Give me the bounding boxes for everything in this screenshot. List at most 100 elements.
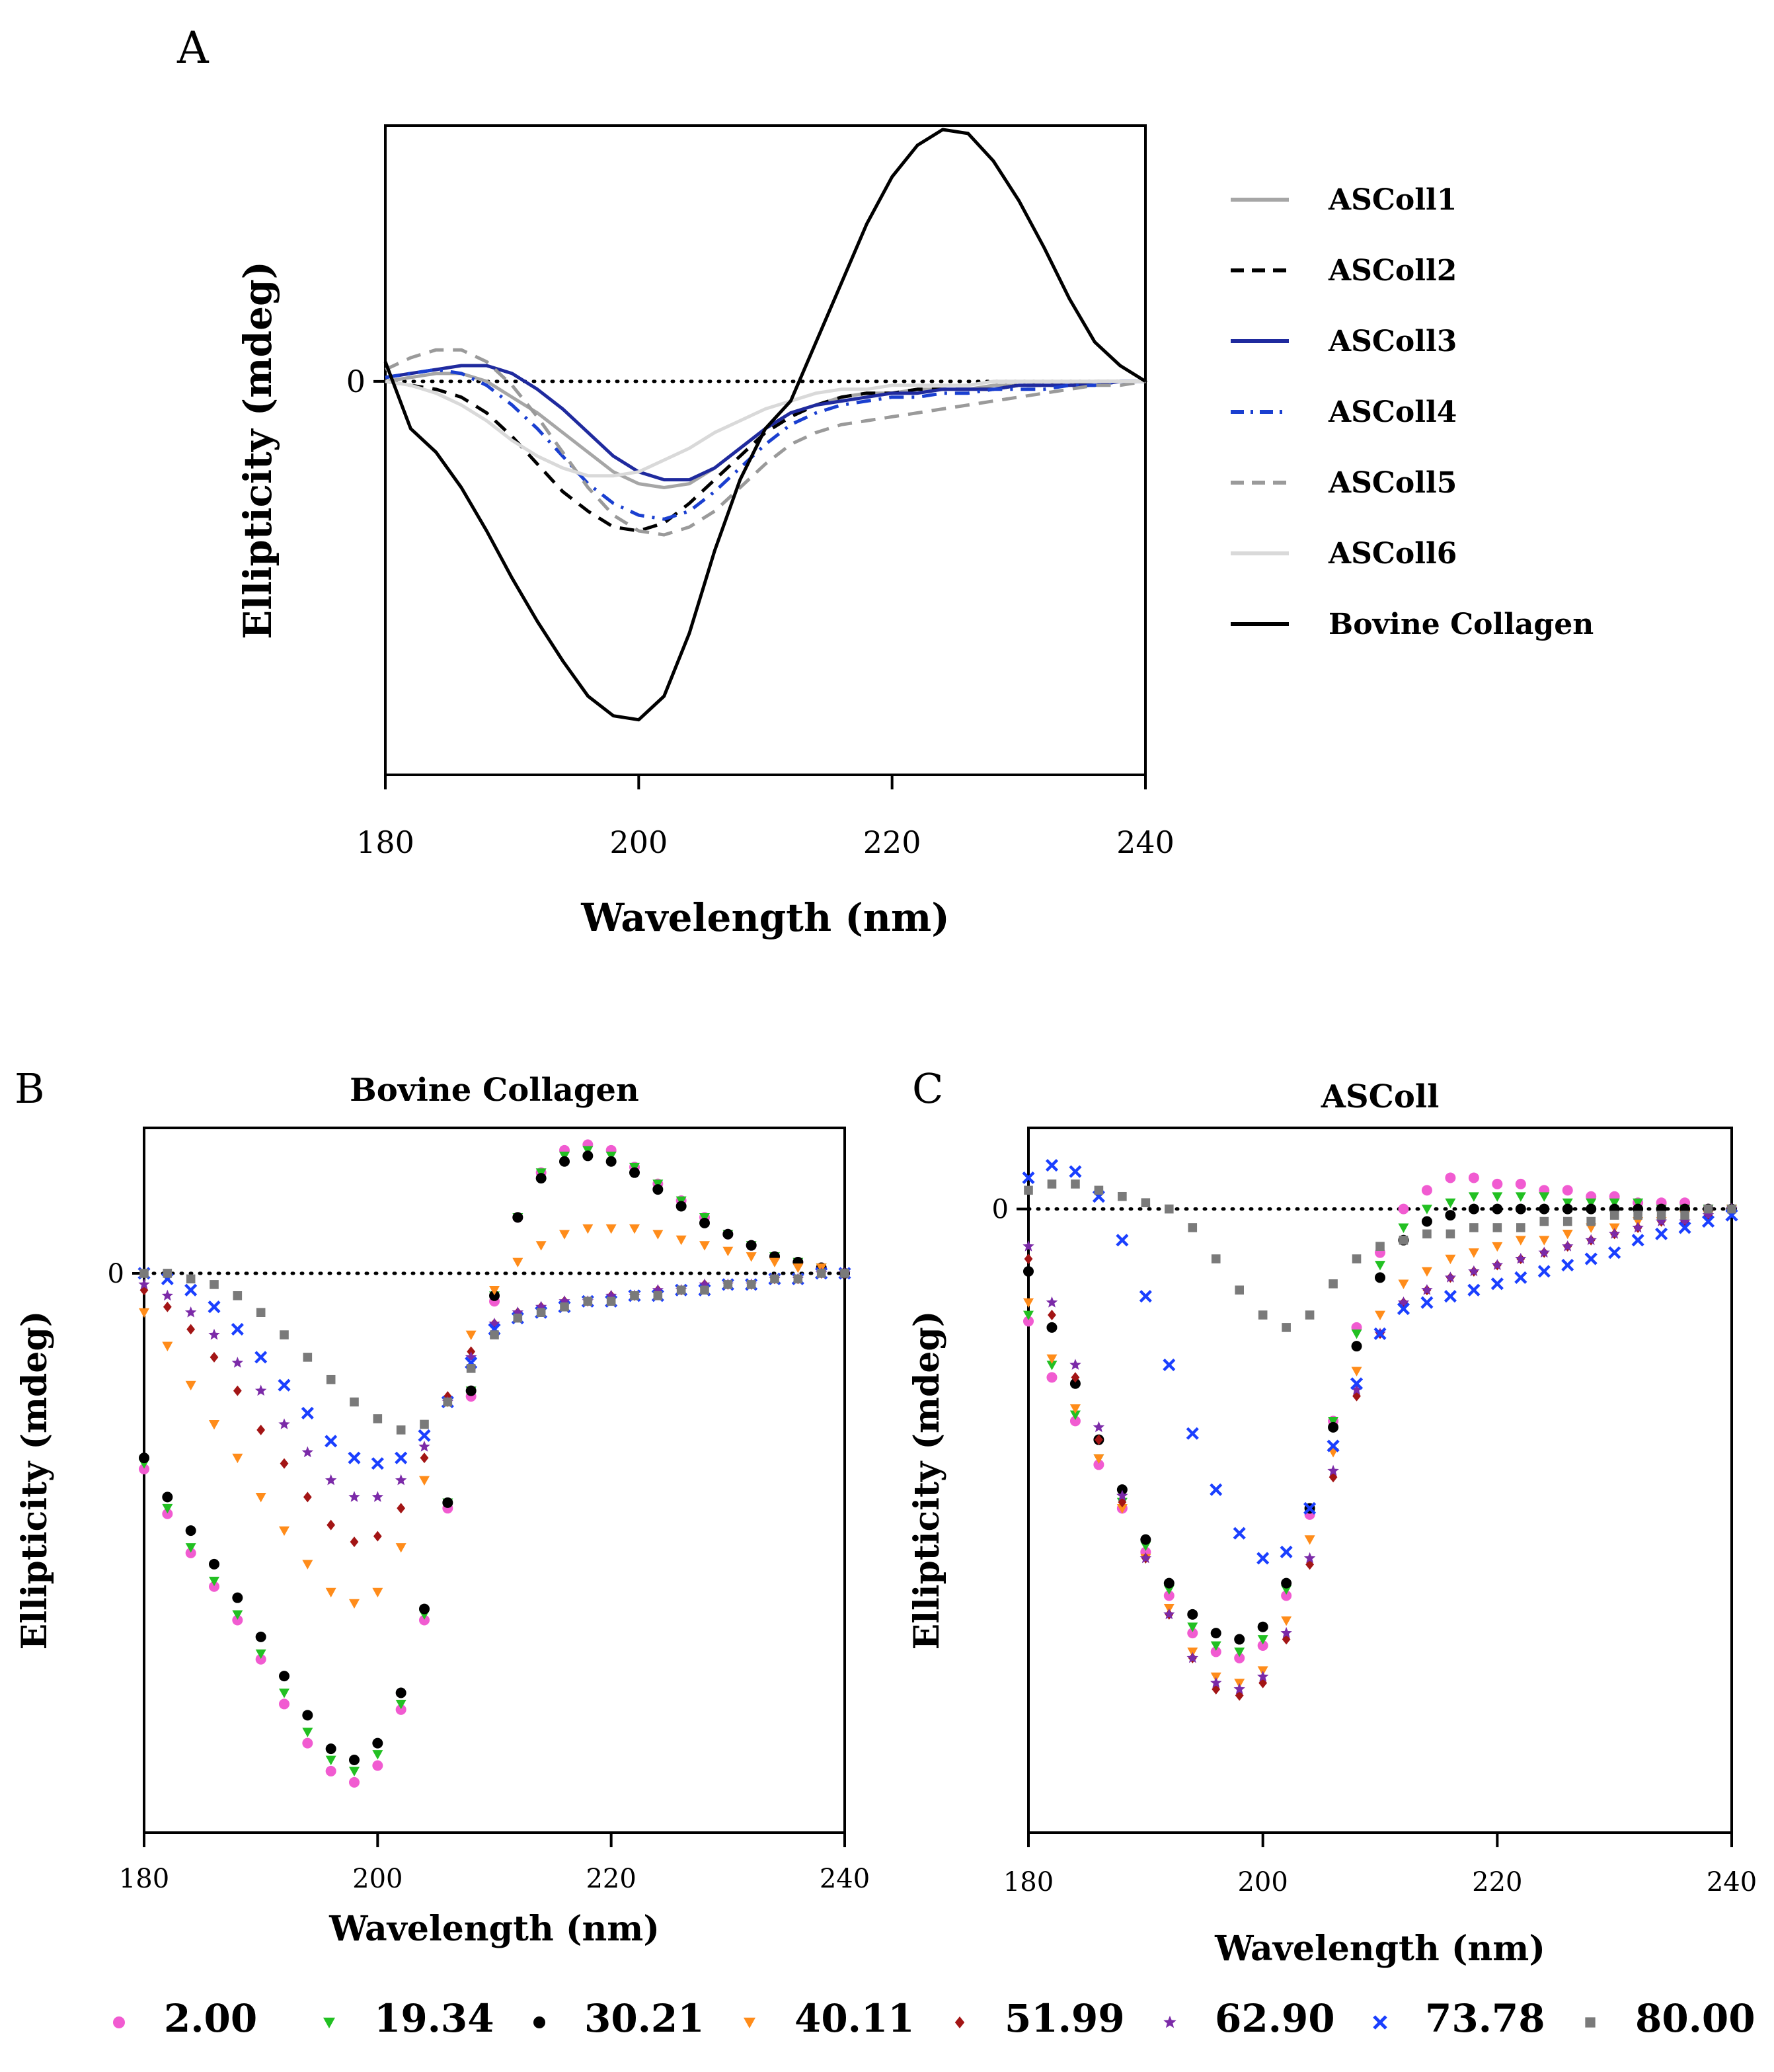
panel-c-series-62-90-point [1139,1552,1152,1564]
panel-c-series-2-00-point [1562,1185,1573,1196]
panel-b-series-30-21-point [442,1497,453,1508]
panel-c-series-73-78-point [1537,1265,1551,1278]
panel-c-series-40-11-point [1069,1404,1081,1414]
bottom-legend-marker-5 [1163,2015,1176,2028]
panel-b-x-axis-title: Wavelength (nm) [328,1909,660,1949]
panel-b-series-73-78-point [371,1457,384,1470]
panel-b-series-73-78-point [348,1451,361,1464]
panel-b-series-19-34-point [302,1728,313,1737]
panel-b-series-80-00-point [723,1280,733,1289]
panel-a-x-tick-label: 200 [609,824,668,860]
panel-b-series-30-21-point [582,1150,594,1162]
panel-c-series-2-00-point [1046,1372,1058,1383]
panel-b-series-2-00-point [419,1614,430,1626]
panel-b-series-30-21-point [675,1201,687,1212]
panel-b-series-2-00-point [349,1776,360,1788]
panel-c-series-40-11-point [1492,1242,1503,1252]
panel-b-series-73-78-point [231,1323,244,1336]
panel-c-chart-title: ASColl [1321,1078,1440,1115]
panel-c-series-40-11-point [1375,1310,1385,1321]
legend-a-label-5: ASColl6 [1328,537,1457,571]
panel-c-series-62-90-point [1069,1359,1081,1370]
panel-c-series-19-34-point [1609,1198,1620,1209]
panel-a-plot-frame [384,124,1147,776]
panel-b-series-19-34-point [185,1543,196,1553]
panel-c-series-19-34-point [1421,1205,1432,1215]
panel-b-series-40-11-points [139,1224,850,1609]
panel-c-series-2-00-point [1515,1178,1526,1189]
panel-c-series-62-90-point [1350,1384,1363,1395]
panel-c-series-80-00-point [1492,1223,1502,1232]
panel-c-series-30-21-point [1351,1341,1362,1352]
bottom-legend-marker-0 [113,2016,125,2028]
panel-c-series-40-11-point [1046,1354,1058,1365]
panel-c-series-73-78-point [1467,1283,1481,1296]
bottom-legend-label-0: 2.00 [164,1996,257,2041]
panel-c-series-30-21-point [1468,1203,1479,1215]
panel-b-series-30-21-point [419,1603,430,1614]
panel-c-series-19-34-point [1351,1329,1362,1339]
panel-b-series-62-90-point [138,1278,150,1290]
panel-b-series-80-00-point [186,1274,196,1284]
panel-b-series-80-00-point [256,1308,266,1317]
panel-c-series-30-21-point [1492,1203,1503,1215]
panel-c-series-30-21-point [1046,1322,1058,1333]
panel-c-series-80-00-point [1071,1179,1080,1189]
panel-c-series-51-99-point [1048,1310,1056,1321]
panel-c-series-62-90-point [1515,1252,1527,1264]
panel-c-series-73-78-point [1256,1552,1270,1565]
panel-b-series-40-11-point [746,1252,757,1262]
panel-c-series-2-00-point [1093,1459,1104,1470]
panel-c-series-80-00-point [1656,1211,1666,1220]
panel-b-series-40-11-point [232,1453,243,1464]
panel-c-series-62-90-points [1022,1203,1738,1694]
panel-c-series-80-00-point [1352,1254,1362,1263]
panel-c-series-73-78-point [1327,1439,1340,1453]
panel-b-series-62-90-point [184,1306,197,1318]
panel-c-x-axis-title: Wavelength (nm) [1214,1929,1545,1969]
panel-c-series-73-78-point [1444,1290,1457,1303]
panel-c-series-80-00-point [1469,1223,1479,1232]
panel-c-series-30-21-point [1375,1272,1385,1283]
panel-b-series-80-00-point [326,1375,336,1384]
panel-c-series-62-90-point [1093,1421,1105,1433]
panel-c-series-2-00-point [1468,1172,1479,1183]
panel-a-legend: ASColl1 ASColl2 ASColl3 ASColl4 ASColl5 ASCol… [1231,183,1594,641]
panel-c-series-51-99-point [1095,1434,1103,1445]
panel-b-x-tick-label: 200 [352,1864,403,1894]
panel-b-series-73-78-point [325,1435,338,1448]
panel-c-series-73-78-point [1514,1271,1527,1284]
panel-c-series-40-11-point [1398,1279,1409,1289]
panel-c-series-73-78-point [1210,1483,1223,1496]
panel-c-series-80-00-point [1562,1216,1572,1226]
panel-b-series-30-21-point [746,1240,757,1251]
panel-b-series-51-99-points [139,1267,849,1548]
panel-c-series-62-90-point [1655,1215,1668,1226]
panel-b-series-40-11-point [699,1241,710,1251]
panel-c-series-73-78-point [1678,1221,1691,1234]
panel-c-series-19-34-point [1539,1192,1550,1202]
panel-c-series-73-78-points [1022,1159,1738,1565]
panel-b-series-30-21-point [652,1184,664,1195]
panel-c-series-62-90-point [1186,1652,1198,1663]
panel-b-series-30-21-point [139,1453,149,1464]
panel-c-series-73-78-point [1561,1258,1574,1272]
panel-b-series-40-11-point [605,1224,617,1234]
panel-c-series-73-78-point [1139,1290,1152,1303]
panel-b-series-73-78-point [395,1451,408,1464]
panel-c-series-80-00-point [1235,1285,1244,1295]
legend-a-label-2: ASColl3 [1328,325,1457,358]
panel-b-series-40-11-point [535,1241,547,1251]
panel-c-x-tick-label: 220 [1472,1867,1522,1897]
panel-b-series-80-00-point [630,1291,639,1300]
panel-c-series-2-00-point [1421,1185,1432,1196]
panel-c-series-30-21-point [1515,1203,1526,1215]
panel-c-series-80-00-point [1165,1204,1174,1214]
panel-b-series-62-90-point [231,1357,244,1368]
panel-b-series-80-00-point [420,1419,429,1429]
panel-b-x-tick-label: 180 [119,1864,169,1894]
panel-a-series-ascoll2-line [385,379,1145,533]
panel-b-series-2-00-point [279,1698,289,1710]
panel-b-series-2-00-point [372,1760,383,1771]
panel-b-series-80-00-point [139,1269,149,1278]
